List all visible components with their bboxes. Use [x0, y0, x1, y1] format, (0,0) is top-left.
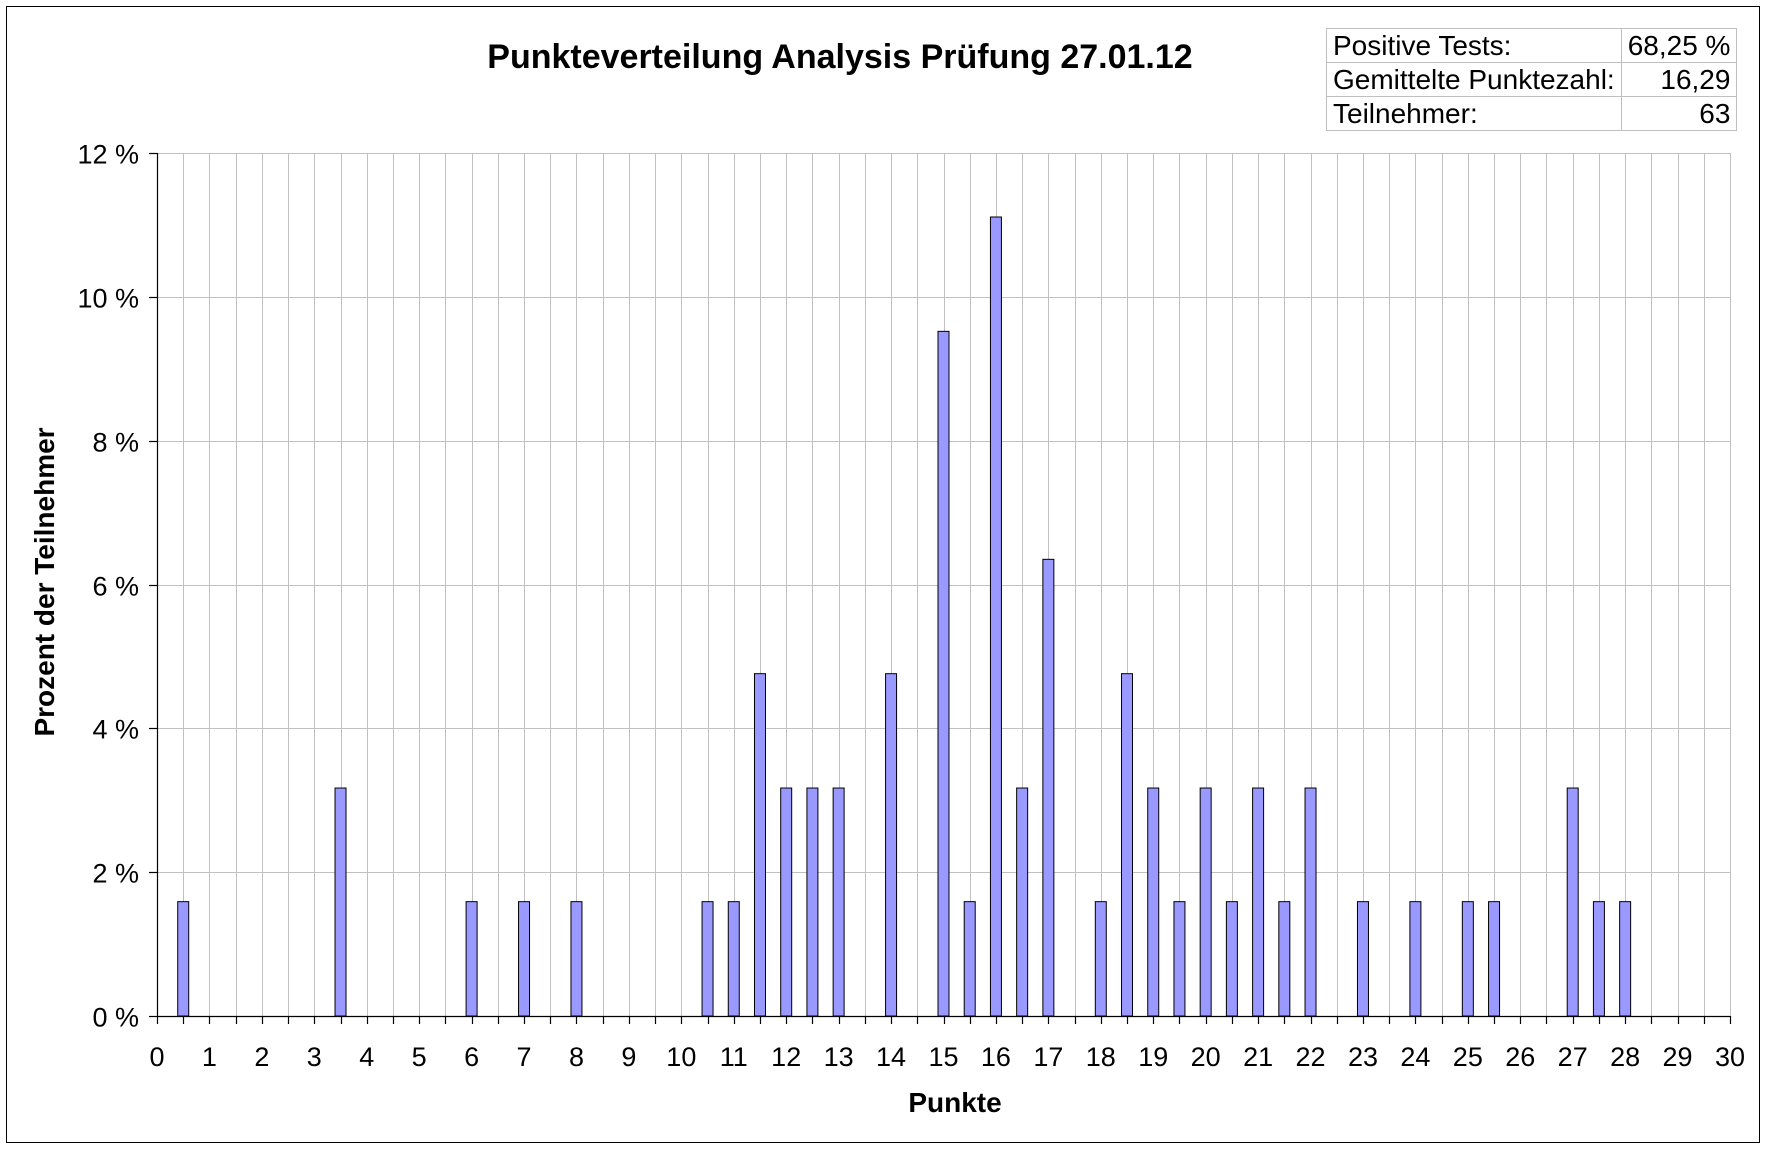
y-tick-label: 12 % [77, 140, 139, 170]
x-tick-label: 20 [1191, 1042, 1221, 1072]
bar [885, 673, 898, 1017]
x-tick-label: 28 [1610, 1042, 1640, 1072]
x-tick-label: 30 [1715, 1042, 1745, 1072]
stats-value: 16,29 [1620, 62, 1738, 97]
stats-label: Positive Tests: [1326, 28, 1622, 63]
stats-label: Teilnehmer: [1326, 96, 1622, 131]
bar [780, 787, 793, 1017]
x-tick-label: 10 [666, 1042, 696, 1072]
x-tick-label: 9 [621, 1042, 636, 1072]
x-tick-label: 8 [569, 1042, 584, 1072]
bar [1592, 901, 1605, 1017]
bar [806, 787, 819, 1017]
bar [1173, 901, 1186, 1017]
bar [1356, 901, 1369, 1017]
bar [1619, 901, 1632, 1017]
stats-table: Positive Tests: 68,25 % Gemittelte Punkt… [1326, 28, 1738, 131]
x-axis-title: Punkte [908, 1087, 1001, 1118]
x-tick-label: 27 [1558, 1042, 1588, 1072]
bar [701, 901, 714, 1017]
y-tick-label: 8 % [92, 428, 139, 458]
bar [1488, 901, 1501, 1017]
x-tick-label: 23 [1348, 1042, 1378, 1072]
stats-row: Teilnehmer: 63 [1326, 96, 1738, 131]
bar [570, 901, 583, 1017]
x-tick-label: 16 [981, 1042, 1011, 1072]
x-tick-label: 2 [254, 1042, 269, 1072]
stats-label: Gemittelte Punktezahl: [1326, 62, 1622, 97]
bar [1199, 787, 1212, 1017]
x-tick-label: 7 [517, 1042, 532, 1072]
y-tick-label: 6 % [92, 572, 139, 602]
stats-row: Gemittelte Punktezahl: 16,29 [1326, 62, 1738, 97]
x-tick-label: 12 [771, 1042, 801, 1072]
bar [727, 901, 740, 1017]
bar [1016, 787, 1029, 1017]
bar [1147, 787, 1160, 1017]
x-tick-label: 6 [464, 1042, 479, 1072]
bar [963, 901, 976, 1017]
y-tick-label: 4 % [92, 715, 139, 745]
x-tick-label: 17 [1033, 1042, 1063, 1072]
bar [465, 901, 478, 1017]
x-tick-label: 25 [1453, 1042, 1483, 1072]
axis-layer: 0 %2 %4 %6 %8 %10 %12 %0 1 2 3 4 5 6 7 8 9 10 11 12 1… [77, 140, 1745, 1073]
stats-value: 63 [1620, 96, 1738, 131]
bar [937, 330, 950, 1017]
y-tick-label: 10 % [77, 284, 139, 314]
bar [832, 787, 845, 1017]
bar [518, 901, 531, 1017]
x-tick-label: 21 [1243, 1042, 1273, 1072]
bar-layer [177, 216, 1632, 1017]
x-tick-label: 29 [1663, 1042, 1693, 1072]
bar [1042, 558, 1055, 1017]
bar [1461, 901, 1474, 1017]
x-tick-label: 15 [928, 1042, 958, 1072]
x-tick-label: 26 [1505, 1042, 1535, 1072]
bar [1409, 901, 1422, 1017]
bar [1225, 901, 1238, 1017]
x-tick-label: 5 [412, 1042, 427, 1072]
bar [1278, 901, 1291, 1017]
bar [334, 787, 347, 1017]
bar [1252, 787, 1265, 1017]
chart-title: Punkteverteilung Analysis Prüfung 27.01.… [487, 38, 1193, 76]
y-axis-title: Prozent der Teilnehmer [29, 427, 60, 736]
x-tick-label: 19 [1138, 1042, 1168, 1072]
bar [753, 673, 766, 1017]
bar [1566, 787, 1579, 1017]
bar [989, 216, 1002, 1017]
y-tick-label: 2 % [92, 859, 139, 889]
x-tick-label: 24 [1400, 1042, 1430, 1072]
x-tick-label: 14 [876, 1042, 906, 1072]
x-tick-label: 1 [202, 1042, 217, 1072]
x-tick-label: 13 [824, 1042, 854, 1072]
y-tick-label: 0 % [92, 1003, 139, 1033]
stats-row: Positive Tests: 68,25 % [1326, 28, 1738, 63]
bar [1304, 787, 1317, 1017]
bar [1121, 673, 1134, 1017]
x-tick-label: 18 [1086, 1042, 1116, 1072]
stats-value: 68,25 % [1620, 28, 1738, 63]
x-tick-label: 3 [307, 1042, 322, 1072]
x-tick-label: 22 [1296, 1042, 1326, 1072]
x-tick-label: 0 [149, 1042, 164, 1072]
x-tick-label: 4 [359, 1042, 374, 1072]
bar [177, 901, 190, 1017]
x-tick-label: 11 [720, 1042, 748, 1072]
bar [1094, 901, 1107, 1017]
